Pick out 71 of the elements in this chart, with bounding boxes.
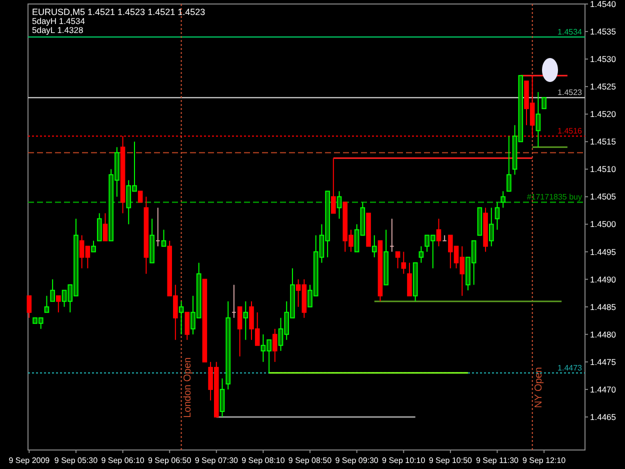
y-tick-label: 1.4480 bbox=[590, 329, 616, 340]
candlestick bbox=[390, 218, 394, 252]
y-tick-label: 1.4490 bbox=[590, 274, 616, 284]
x-tick-label: 9 Sep 08:50 bbox=[288, 456, 332, 465]
y-tick-label: 1.4535 bbox=[590, 26, 616, 37]
y-tick-label: 1.4515 bbox=[590, 136, 616, 147]
annotation: 5dayH 1.4534 bbox=[32, 16, 86, 26]
x-tick-label: 9 Sep 2009 bbox=[8, 456, 50, 465]
x-tick-label: 9 Sep 06:50 bbox=[148, 456, 192, 465]
ref-line-label: London Open bbox=[182, 357, 194, 418]
candlestick bbox=[401, 251, 406, 274]
candlestick bbox=[178, 300, 184, 335]
candlestick bbox=[243, 300, 248, 340]
candlestick bbox=[542, 97, 546, 110]
y-tick-label: 1.4475 bbox=[590, 356, 616, 367]
x-tick-label: 9 Sep 06:10 bbox=[101, 456, 145, 465]
candlestick bbox=[536, 92, 541, 148]
candlestick bbox=[232, 284, 236, 318]
x-tick-label: 9 Sep 08:10 bbox=[242, 456, 286, 465]
candlestick bbox=[488, 207, 494, 247]
candlestick bbox=[220, 378, 225, 418]
candlestick bbox=[26, 295, 32, 318]
candlestick bbox=[395, 251, 400, 269]
ref-line-label: 1.4516 bbox=[558, 126, 583, 136]
x-tick-label: 9 Sep 05:30 bbox=[54, 456, 98, 465]
candlestick bbox=[161, 229, 166, 247]
y-tick-label: 1.4530 bbox=[590, 54, 616, 64]
candlestick bbox=[506, 136, 512, 192]
candlestick bbox=[331, 158, 336, 214]
x-tick-label: 9 Sep 07:30 bbox=[194, 456, 239, 465]
candlestick bbox=[184, 312, 190, 340]
x-tick-label: 9 Sep 11:30 bbox=[476, 456, 520, 465]
candlestick bbox=[418, 246, 424, 264]
candlestick bbox=[237, 306, 242, 357]
ref-line-label: 1.4523 bbox=[558, 88, 583, 98]
ref-line-label: #17171835 buy bbox=[526, 192, 582, 202]
y-tick-label: 1.4540 bbox=[590, 0, 616, 9]
y-tick-label: 1.4520 bbox=[590, 109, 616, 120]
candlestick bbox=[442, 234, 447, 242]
candlestick bbox=[102, 212, 108, 242]
candlestick bbox=[96, 212, 102, 242]
candlestick bbox=[56, 295, 61, 313]
x-tick-label: 9 Sep 09:30 bbox=[335, 456, 379, 465]
candlestick bbox=[91, 240, 96, 252]
y-tick-label: 1.4510 bbox=[590, 164, 616, 174]
x-tick-label: 9 Sep 10:50 bbox=[428, 456, 473, 465]
ref-line-label: 1.4534 bbox=[558, 28, 583, 37]
candlestick bbox=[372, 234, 377, 258]
y-tick-label: 1.4525 bbox=[590, 82, 616, 92]
candlestick bbox=[494, 202, 500, 230]
candlestick bbox=[500, 190, 506, 208]
chart-title: EURUSD,M5 1.4521 1.4523 1.4521 1.4523 bbox=[32, 7, 206, 17]
ref-line-label: NY Open bbox=[533, 367, 544, 408]
candlestick bbox=[336, 190, 342, 220]
y-tick-label: 1.4500 bbox=[590, 219, 616, 230]
y-tick-label: 1.4495 bbox=[590, 246, 616, 257]
candlestick bbox=[407, 262, 412, 296]
y-tick-label: 1.4470 bbox=[590, 384, 616, 394]
candlestick bbox=[436, 218, 442, 247]
x-tick-label: 9 Sep 10:10 bbox=[382, 456, 426, 465]
candlestick bbox=[155, 207, 160, 247]
candlestick bbox=[44, 295, 50, 313]
y-tick-label: 1.4485 bbox=[590, 302, 616, 312]
x-tick-label: 9 Sep 12:10 bbox=[522, 456, 566, 465]
y-tick-label: 1.4505 bbox=[590, 192, 616, 202]
annotation: 5dayL 1.4328 bbox=[32, 25, 84, 35]
candlestick bbox=[50, 278, 55, 302]
y-tick-label: 1.4465 bbox=[590, 412, 616, 422]
candlestick bbox=[272, 328, 278, 362]
candlestick bbox=[138, 190, 143, 203]
ref-line-label: 1.4473 bbox=[558, 363, 583, 372]
